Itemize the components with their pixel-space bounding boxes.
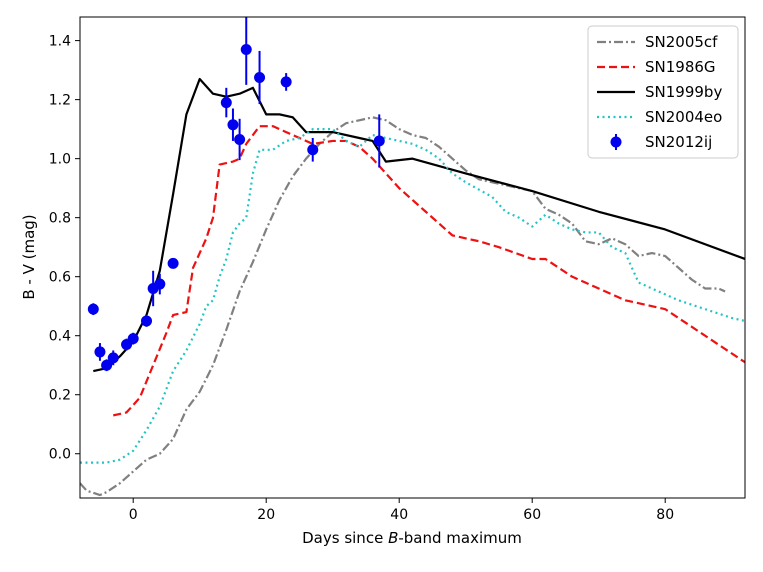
data-point-sn2012ij [254,50,266,105]
x-tick: 80 [656,498,674,523]
legend-item-sn1999by: SN1999by [597,83,722,101]
legend-item-sn2012ij: SN2012ij [610,133,712,151]
x-tick: 0 [129,498,138,523]
data-point-sn2012ij [307,137,319,162]
data-point-sn2012ij [234,118,246,161]
legend-item-sn2004eo: SN2004eo [597,108,722,126]
marker [220,97,232,109]
legend-item-sn1986g: SN1986G [597,58,716,76]
data-point-sn2012ij [101,359,113,372]
scatter-layer [87,17,385,372]
data-point-sn2012ij [280,73,292,91]
y-tick-label: 1.2 [49,93,71,109]
x-tick-label: 80 [656,507,674,523]
data-point-sn2012ij [227,108,239,141]
y-tick: 0.6 [49,270,80,286]
y-tick: 0.0 [49,447,80,463]
marker [307,144,319,156]
legend-item-sn2005cf: SN2005cf [597,33,718,51]
data-point-sn2012ij [220,87,232,118]
data-point-sn2012ij [94,343,106,361]
marker [227,119,239,131]
marker [234,133,246,145]
legend: SN2005cf SN1986G SN1999by SN2004eo SN2012ij [587,25,739,159]
x-tick-label: 20 [257,507,275,523]
y-tick-label: 0.6 [49,270,71,286]
marker [101,359,113,371]
x-tick: 60 [523,498,541,523]
y-tick-label: 0.4 [49,329,71,345]
legend-label: SN2004eo [645,108,722,126]
marker [107,352,119,364]
marker [167,257,179,269]
x-tick-label: 60 [523,507,541,523]
legend-box [587,25,739,159]
y-tick-label: 1.4 [49,34,71,50]
y-tick-label: 0.8 [49,211,71,227]
legend-label: SN2012ij [645,133,712,151]
data-point-sn2012ij [107,350,119,366]
marker [373,135,385,147]
data-point-sn2012ij [154,273,166,295]
x-axis: 0 20 40 60 80 [129,498,674,523]
marker [154,278,166,290]
y-tick: 0.4 [49,329,80,345]
x-tick: 40 [390,498,408,523]
data-point-sn2012ij [87,303,99,316]
y-tick: 1.2 [49,93,80,109]
legend-label: SN1986G [645,58,716,76]
x-tick-label: 0 [129,507,138,523]
x-axis-label: Days since B-band maximum [302,529,522,547]
data-point-sn2012ij [240,17,252,85]
x-tick: 20 [257,498,275,523]
legend-marker [610,136,622,148]
y-axis: 0.0 0.2 0.4 0.6 0.8 1.0 1.2 1.4 [49,34,80,463]
y-tick-label: 0.0 [49,447,71,463]
legend-label: SN1999by [645,83,722,101]
data-point-sn2012ij [141,315,152,327]
marker [87,303,99,315]
marker [127,333,139,345]
x-tick-label: 40 [390,507,408,523]
y-tick-label: 1.0 [49,152,71,168]
marker [254,71,266,83]
data-point-sn2012ij [127,332,139,345]
series-line-sn2004eo [80,128,745,464]
plot-frame [79,16,746,499]
series-line-sn2005cf [80,116,726,497]
marker [141,315,152,327]
series-layer [80,77,745,497]
data-point-sn2012ij [167,257,179,269]
marker [94,346,106,358]
y-tick: 0.8 [49,211,80,227]
legend-label: SN2005cf [645,33,718,51]
marker [240,43,252,55]
y-tick: 0.2 [49,388,80,404]
series-line-sn1986g [113,125,745,417]
marker [280,76,292,88]
data-point-sn2012ij [373,114,385,168]
y-tick-label: 0.2 [49,388,71,404]
y-tick: 1.0 [49,152,80,168]
y-tick: 1.4 [49,34,80,50]
y-axis-label: B - V (mag) [20,214,38,299]
